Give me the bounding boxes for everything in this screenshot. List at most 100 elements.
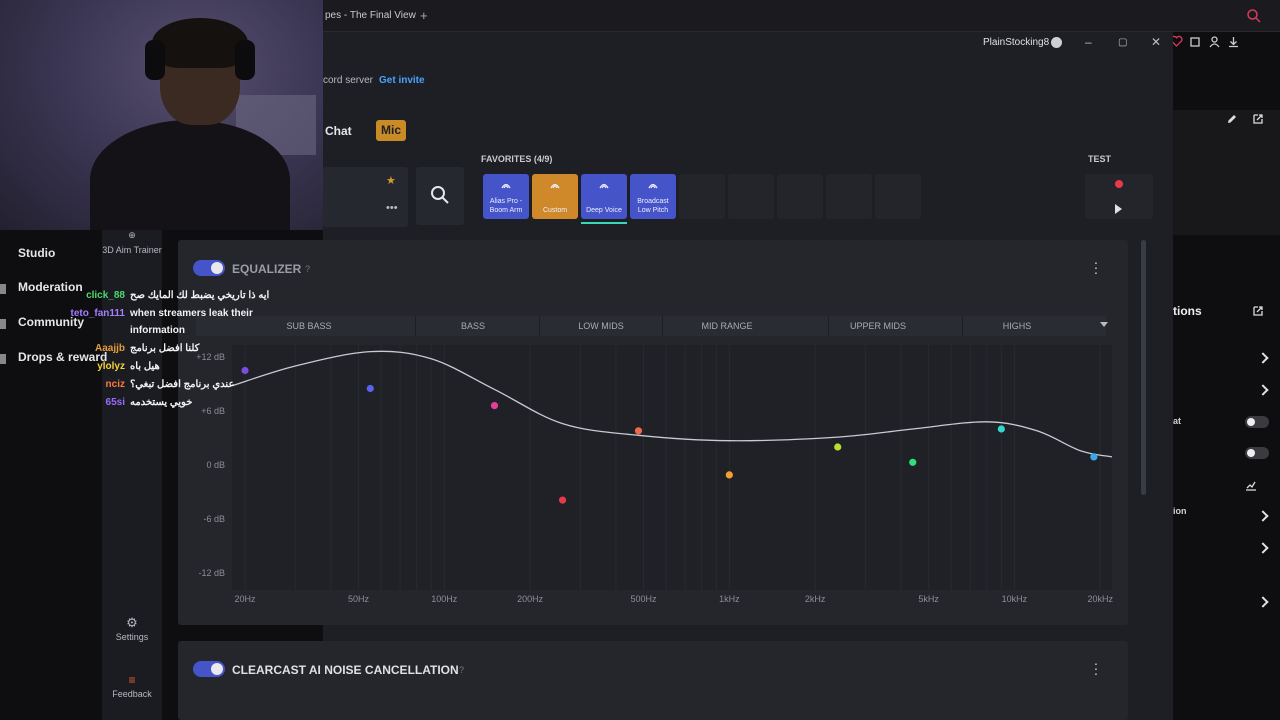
eq-plot-area	[232, 345, 1112, 590]
moderation-icon	[0, 284, 6, 294]
favorite-preset-label: Alias Pro - Boom Arm	[489, 198, 523, 214]
chevron-right-icon[interactable]	[1257, 352, 1269, 364]
puzzle-icon[interactable]	[1189, 35, 1202, 48]
chat-message: ايه ذا تاريخي يضبط لك المايك صح	[130, 290, 270, 301]
chat-username[interactable]: click_88	[86, 290, 125, 301]
settings-label[interactable]: Settings	[115, 632, 149, 642]
chevron-down-icon[interactable]	[1100, 322, 1108, 327]
setting-toggle[interactable]	[1245, 416, 1269, 428]
band-upper-mids[interactable]: UPPER MIDS	[849, 321, 907, 331]
eq-band-point[interactable]	[490, 402, 499, 410]
star-icon[interactable]: ★	[386, 175, 396, 187]
favorite-empty-slot[interactable]	[679, 174, 725, 219]
chevron-right-icon[interactable]	[1257, 542, 1269, 554]
chat-username[interactable]: ylolyz	[97, 361, 125, 372]
band-sub-bass[interactable]: SUB BASS	[286, 321, 332, 331]
chevron-right-icon[interactable]	[1257, 510, 1269, 522]
new-tab-button[interactable]: +	[420, 8, 428, 23]
favorite-empty-slot[interactable]	[826, 174, 872, 219]
x-tick-label: 20kHz	[1087, 594, 1113, 604]
sidebar-item-moderation[interactable]: Moderation	[18, 280, 83, 294]
band-mid-range[interactable]: MID RANGE	[701, 321, 753, 331]
help-icon[interactable]: ?	[305, 264, 311, 274]
sidebar-item-studio[interactable]: Studio	[18, 246, 56, 260]
setting-toggle[interactable]	[1245, 447, 1269, 459]
aim-trainer-icon[interactable]: ⊕	[128, 230, 136, 240]
x-tick-label: 5kHz	[918, 594, 939, 604]
chart-icon[interactable]	[1245, 479, 1257, 491]
eq-band-point[interactable]	[909, 458, 917, 466]
gear-icon[interactable]: ⚙	[126, 615, 138, 630]
mic-wave-icon	[550, 183, 560, 189]
popout-icon[interactable]	[1252, 113, 1264, 125]
x-tick-label: 100Hz	[431, 594, 458, 604]
panel-title: tions	[1173, 304, 1202, 318]
aim-trainer-label[interactable]: 3D Aim Trainer	[102, 245, 162, 255]
x-tick-label: 200Hz	[517, 594, 544, 604]
browser-tab-title[interactable]: pes - The Final View	[325, 10, 416, 21]
favorite-empty-slot[interactable]	[777, 174, 823, 219]
tab-mic[interactable]: Mic	[376, 120, 406, 141]
favorite-preset[interactable]: Deep Voice	[581, 174, 627, 219]
preset-search-button[interactable]	[416, 167, 464, 225]
clearcast-toggle[interactable]	[193, 661, 225, 677]
eq-band-point[interactable]	[558, 496, 567, 504]
download-icon[interactable]	[1227, 35, 1240, 48]
tab-chat[interactable]: Chat	[325, 124, 352, 138]
preset-selector[interactable]	[323, 167, 408, 227]
record-button[interactable]	[1115, 180, 1123, 188]
browser-toolbar	[1170, 33, 1280, 49]
get-invite-link[interactable]: Get invite	[379, 75, 425, 86]
search-icon[interactable]	[1246, 8, 1262, 24]
chevron-right-icon[interactable]	[1257, 596, 1269, 608]
minimize-button[interactable]: –	[1085, 35, 1092, 49]
headphone-icon	[145, 40, 165, 80]
eq-band-point[interactable]	[634, 427, 643, 435]
scrollbar[interactable]	[1141, 240, 1146, 495]
avatar[interactable]	[1051, 37, 1062, 48]
popout-icon[interactable]	[1252, 305, 1264, 317]
favorite-empty-slot[interactable]	[728, 174, 774, 219]
x-tick-label: 500Hz	[631, 594, 658, 604]
mic-wave-icon	[648, 183, 658, 189]
eq-band-point[interactable]	[834, 443, 842, 451]
sidebar-item-community[interactable]: Community	[18, 315, 84, 329]
profile-icon[interactable]	[1208, 35, 1221, 48]
band-highs[interactable]: HIGHS	[1002, 321, 1032, 331]
band-low-mids[interactable]: LOW MIDS	[578, 321, 624, 331]
play-button[interactable]	[1115, 204, 1122, 214]
eq-band-point[interactable]	[997, 425, 1005, 433]
eq-band-point[interactable]	[366, 384, 374, 393]
help-icon[interactable]: ?	[459, 665, 465, 675]
more-options-icon[interactable]: •••	[386, 202, 398, 214]
sidebar-item-drops[interactable]: Drops & reward	[18, 350, 108, 364]
kebab-menu-icon[interactable]: · · ·	[1093, 655, 1099, 681]
edit-icon[interactable]	[1226, 113, 1238, 125]
eq-band-point[interactable]	[1090, 453, 1098, 461]
feedback-label[interactable]: Feedback	[112, 689, 152, 699]
discord-server-text: cord server	[323, 75, 374, 86]
chat-message: when streamers leak their	[130, 308, 253, 319]
feedback-icon[interactable]: ≡	[128, 673, 136, 687]
y-tick-label: -6 dB	[203, 514, 225, 524]
eq-band-point[interactable]	[241, 366, 249, 375]
chat-username[interactable]: teto_fan111	[70, 308, 125, 319]
favorite-preset[interactable]: Broadcast Low Pitch	[630, 174, 676, 219]
x-tick-label: 10kHz	[1002, 594, 1028, 604]
chat-username[interactable]: 65si	[105, 397, 125, 408]
eq-band-point[interactable]	[725, 471, 733, 479]
favorite-empty-slot[interactable]	[875, 174, 921, 219]
favorites-label: FAVORITES (4/9)	[481, 154, 553, 164]
kebab-menu-icon[interactable]: · · ·	[1093, 254, 1099, 280]
maximize-button[interactable]: ▢	[1118, 37, 1128, 48]
chevron-right-icon[interactable]	[1257, 384, 1269, 396]
chat-username[interactable]: nciz	[105, 379, 125, 390]
user-name[interactable]: PlainStocking8	[983, 37, 1050, 48]
favorite-preset[interactable]: Custom	[532, 174, 578, 219]
close-button[interactable]: ✕	[1151, 35, 1162, 49]
y-tick-label: 0 dB	[206, 460, 225, 470]
favorite-preset[interactable]: Alias Pro - Boom Arm	[483, 174, 529, 219]
band-bass[interactable]: BASS	[460, 321, 486, 331]
chat-username[interactable]: Aaajjb	[94, 343, 125, 354]
equalizer-toggle[interactable]	[193, 260, 225, 276]
